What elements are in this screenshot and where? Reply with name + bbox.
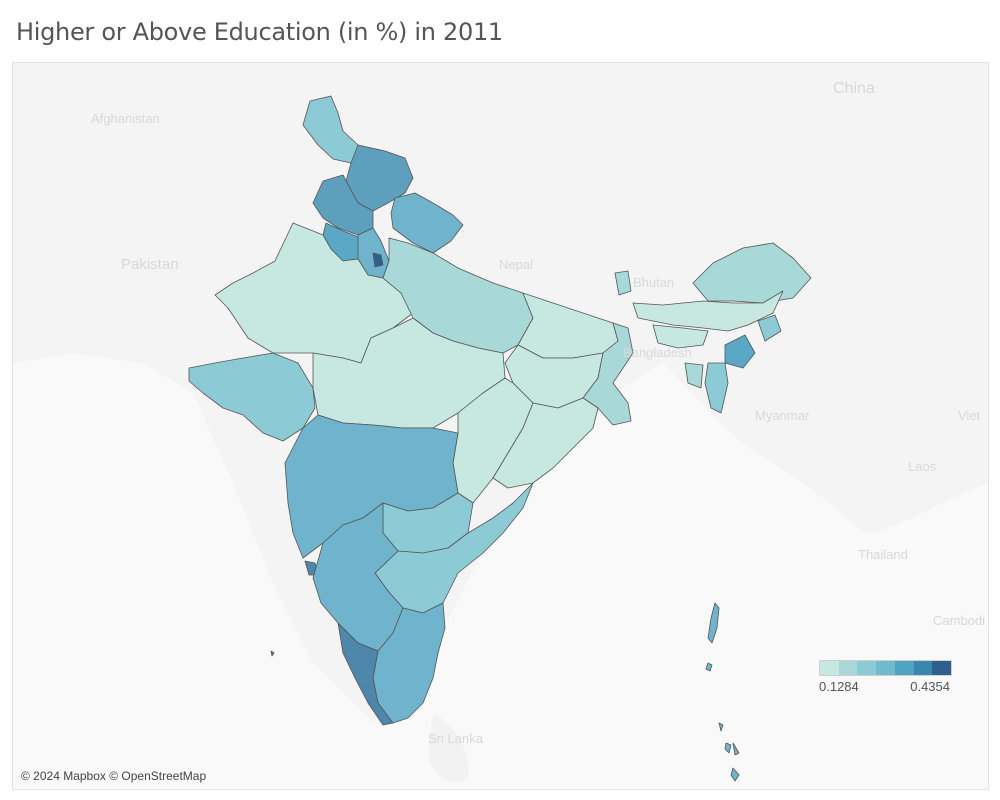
region-nicobar-2 [724, 742, 732, 754]
legend-max-label: 0.4354 [910, 679, 950, 694]
label-viet: Viet [958, 408, 981, 423]
legend-step-4 [876, 661, 895, 675]
region-arunachal [692, 242, 812, 304]
label-china: China [833, 80, 875, 97]
region-nicobar-1 [718, 722, 724, 732]
region-odisha [492, 397, 599, 489]
label-pakistan: Pakistan [121, 256, 179, 273]
label-bangladesh: Bangladesh [623, 345, 692, 360]
legend-step-2 [838, 661, 858, 675]
region-andaman-1 [707, 602, 720, 644]
region-nicobar-3 [732, 742, 740, 756]
region-nagaland [757, 314, 782, 342]
label-nepal: Nepal [499, 257, 533, 272]
region-mizoram [704, 362, 729, 414]
region-nicobar-4 [730, 767, 740, 782]
region-manipur [724, 334, 756, 369]
region-andaman-2 [705, 662, 713, 672]
label-sri-lanka: Sri Lanka [428, 731, 483, 746]
color-legend[interactable]: 0.1284 0.4354 [819, 660, 954, 697]
legend-step-3 [857, 661, 877, 675]
region-assam [632, 290, 784, 332]
region-uttarakhand [390, 192, 464, 254]
region-tripura [684, 362, 704, 389]
legend-step-5 [894, 661, 914, 675]
label-afghanistan: Afghanistan [91, 111, 160, 126]
label-myanmar: Myanmar [755, 408, 810, 423]
region-west-bengal [582, 322, 634, 426]
legend-step-6 [913, 661, 933, 675]
label-cambodia: Cambodi [933, 613, 986, 628]
label-thailand: Thailand [858, 547, 908, 562]
region-karnataka [312, 502, 404, 652]
legend-step-7 [932, 661, 952, 675]
region-meghalaya [652, 324, 709, 349]
legend-color-ramp [819, 660, 952, 676]
region-kerala [337, 622, 394, 726]
map-title: Higher or Above Education (in %) in 2011 [16, 18, 503, 46]
choropleth-map[interactable]: Afghanistan Pakistan China Nepal Bhutan … [12, 62, 989, 790]
region-sikkim [614, 270, 632, 296]
region-jammu-kashmir [344, 144, 414, 212]
legend-min-label: 0.1284 [819, 679, 859, 694]
region-delhi [372, 252, 384, 268]
map-canvas [13, 63, 988, 783]
background-sri-lanka [428, 713, 469, 783]
label-bhutan: Bhutan [633, 275, 675, 290]
region-lakshadweep [270, 650, 275, 657]
label-laos: Laos [908, 459, 937, 474]
map-attribution[interactable]: © 2024 Mapbox © OpenStreetMap [21, 769, 207, 783]
legend-step-1 [820, 661, 839, 675]
